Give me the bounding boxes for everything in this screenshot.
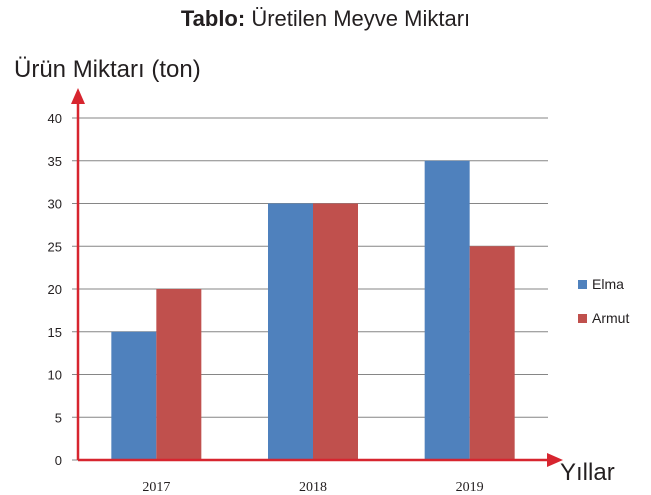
legend-label-armut: Armut [592,310,629,326]
chart-title-prefix: Tablo: [180,6,246,31]
bar-elma-2018 [268,203,313,460]
y-tick-label: 25 [48,239,62,254]
y-axis-label: Ürün Miktarı (ton) [14,56,201,83]
x-tick-label: 2018 [299,480,327,495]
y-tick-label: 40 [48,111,62,126]
y-tick-label: 10 [48,368,62,383]
y-tick-label: 20 [48,282,62,297]
x-tick-label: 2019 [456,480,484,495]
y-tick-label: 35 [48,154,62,169]
bar-armut-2017 [156,289,202,460]
legend-swatch-elma [578,280,587,289]
chart-title-text: Üretilen Meyve Miktarı [245,6,471,31]
x-tick-label: 2017 [142,480,170,495]
legend-swatch-armut [578,314,587,323]
y-tick-label: 15 [48,325,62,340]
y-tick-label: 0 [55,453,62,468]
legend-label-elma: Elma [592,276,624,292]
x-axis-arrowhead [547,453,563,467]
bar-elma-2019 [424,160,470,460]
y-tick-label: 5 [55,410,62,425]
chart-title: Tablo: Üretilen Meyve Miktarı [0,6,651,32]
bar-armut-2019 [469,246,515,460]
x-axis-label: Yıllar [560,459,615,486]
bar-armut-2018 [313,203,358,460]
y-tick-label: 30 [48,197,62,212]
bar-elma-2017 [111,331,157,460]
y-axis-arrowhead [71,88,85,104]
